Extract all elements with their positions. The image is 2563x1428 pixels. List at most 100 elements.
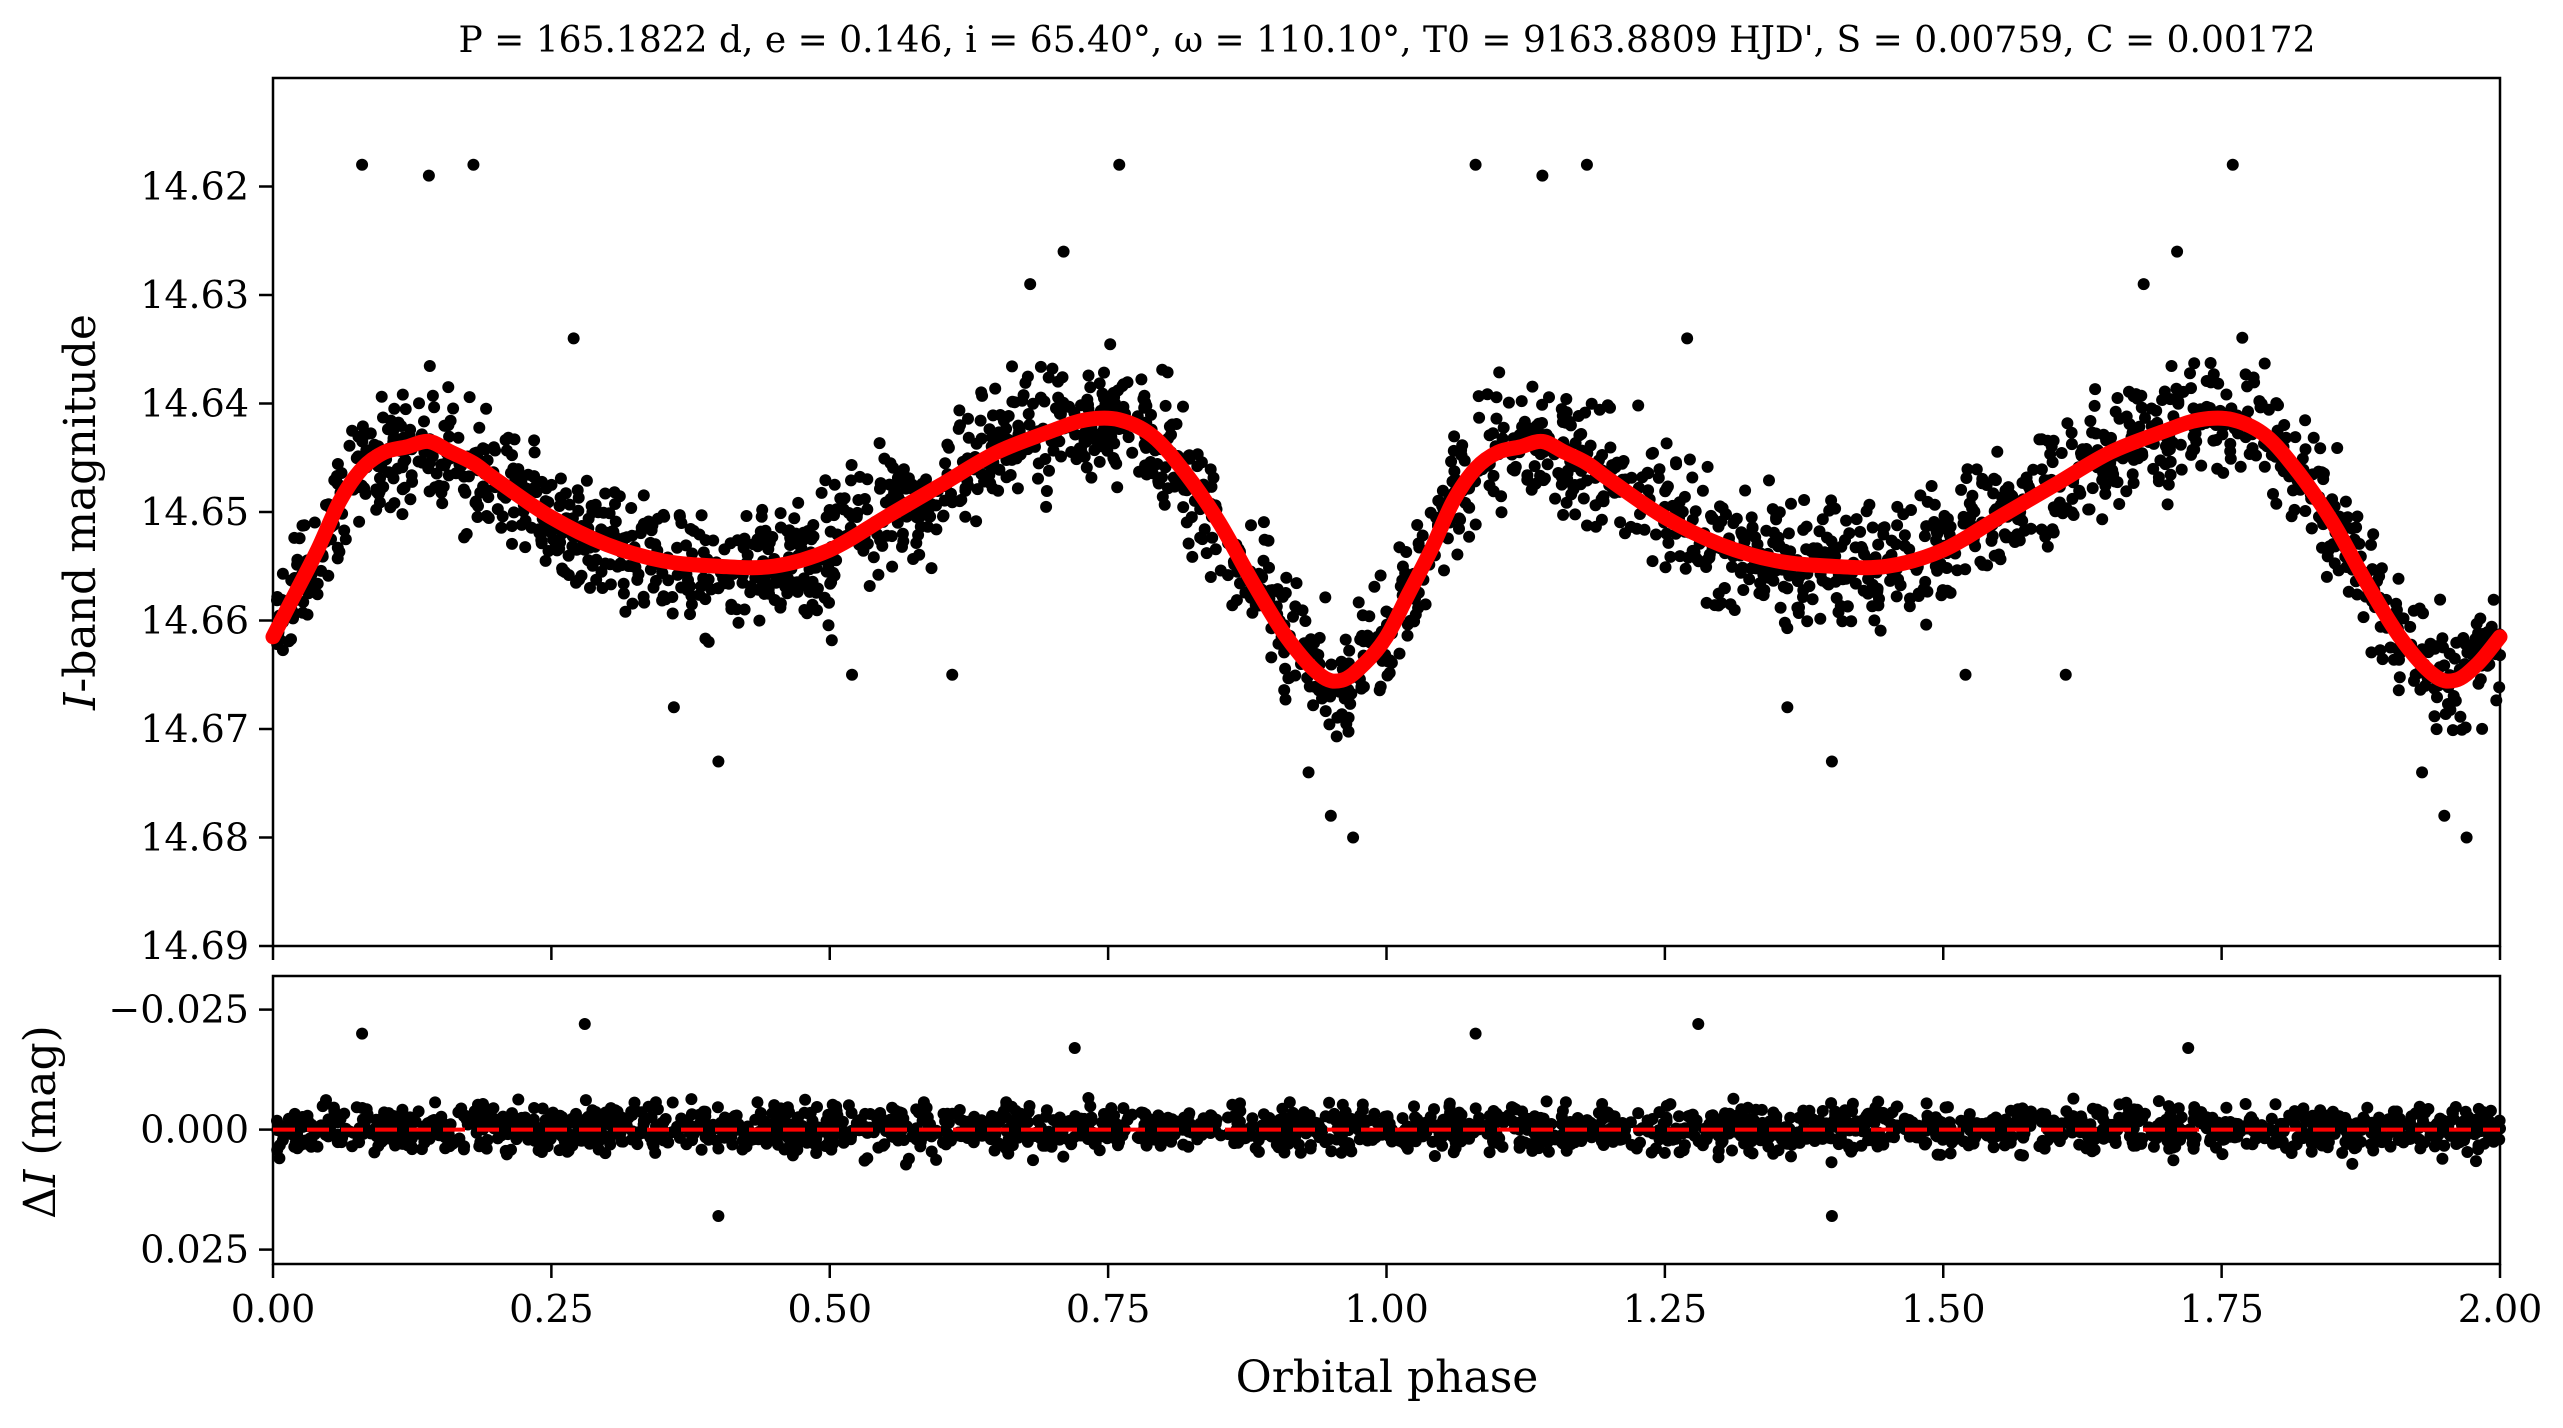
light-curve-point [1561, 473, 1574, 486]
light-curve-point [784, 539, 797, 551]
light-curve-point [614, 557, 627, 570]
residual-point [1515, 1135, 1527, 1148]
light-curve-point [1959, 563, 1972, 576]
light-curve-point [1296, 604, 1309, 617]
light-curve-point [2084, 415, 2097, 427]
residual-point [2430, 1132, 2443, 1145]
light-curve-point [359, 487, 372, 500]
residual-point [885, 1129, 898, 1142]
light-curve-point [2299, 505, 2312, 517]
residual-point [2287, 1114, 2299, 1127]
residual-point [1191, 1133, 1204, 1146]
light-curve-point [662, 574, 675, 587]
light-curve-point [1718, 582, 1731, 595]
light-curve-point [1596, 449, 1609, 461]
light-curve-point [823, 596, 835, 609]
residual-point [2084, 1118, 2097, 1131]
residual-point [705, 1125, 718, 1138]
light-curve-point [392, 416, 405, 429]
light-curve-point [331, 552, 344, 565]
light-curve-point [271, 594, 283, 607]
light-curve-point [2278, 419, 2291, 431]
light-curve-point [620, 531, 633, 544]
residual-point [392, 1137, 405, 1150]
residual-point [2448, 1130, 2461, 1143]
bottom-y-axis-label-rest: (mag) [15, 1025, 66, 1169]
light-curve-point [2100, 434, 2113, 447]
light-curve-point [2188, 357, 2201, 370]
light-curve-point [1898, 529, 1911, 542]
light-curve-point [629, 561, 642, 574]
residual-point [611, 1105, 624, 1118]
residual-point [1664, 1098, 1677, 1111]
light-curve-point [737, 541, 750, 554]
light-curve-point [2099, 479, 2112, 492]
light-curve-point [1564, 419, 1577, 432]
residual-point [515, 1111, 528, 1124]
light-curve-point [1638, 523, 1651, 536]
light-curve-point [1783, 569, 1796, 582]
light-curve-point [2131, 392, 2144, 405]
light-curve-point [666, 607, 679, 620]
light-curve-point [1970, 463, 1983, 476]
light-curve-point [2289, 431, 2302, 444]
light-curve-point [293, 532, 306, 545]
residual-point [1597, 1139, 1610, 1151]
light-curve-point [1042, 371, 1055, 384]
residual-point [1088, 1137, 1101, 1150]
light-curve-point [1800, 520, 1813, 533]
light-curve-point [1038, 395, 1051, 408]
light-curve-outlier-point [667, 701, 680, 714]
light-curve-point [887, 461, 900, 474]
light-curve-point [1088, 444, 1101, 457]
light-curve-point [506, 449, 518, 462]
bottom-y-axis-label-delta: Δ [15, 1187, 66, 1219]
residual-point [1402, 1130, 1415, 1143]
residual-point [1800, 1132, 1813, 1145]
light-curve-point [975, 386, 988, 399]
residual-point [1706, 1111, 1719, 1124]
residual-point [1645, 1146, 1658, 1159]
light-curve-point [2314, 442, 2327, 455]
light-curve-point [1265, 651, 1278, 664]
light-curve-point [353, 515, 366, 528]
residual-point [1718, 1112, 1731, 1125]
residual-point [1166, 1113, 1179, 1126]
residual-point [1666, 1133, 1679, 1146]
residual-point [2210, 1141, 2222, 1154]
light-curve-point [1768, 526, 1780, 539]
residual-point [942, 1116, 955, 1129]
light-curve-point [1690, 552, 1703, 565]
light-curve-point [2436, 632, 2449, 645]
light-curve-point [1797, 584, 1810, 597]
light-curve-point [725, 598, 738, 611]
light-curve-point [1413, 541, 1426, 554]
light-curve-point [423, 360, 436, 372]
light-curve-point [774, 507, 787, 520]
light-curve-point [1872, 599, 1885, 612]
light-curve-point [1703, 551, 1716, 564]
residual-point [1601, 1106, 1614, 1119]
light-curve-point [412, 455, 425, 468]
x-tick-label: 1.75 [2179, 1287, 2264, 1331]
light-curve-point [2061, 417, 2074, 430]
light-curve-point [1686, 471, 1699, 484]
light-curve-point [1401, 629, 1414, 642]
residual-point [2123, 1113, 2136, 1126]
light-curve-point [925, 562, 938, 575]
light-curve-point [1411, 519, 1424, 531]
light-curve-point [791, 585, 804, 598]
residual-point [1962, 1139, 1975, 1152]
residual-point [1323, 1096, 1336, 1109]
light-curve-point [396, 508, 409, 521]
residual-point [2321, 1141, 2334, 1154]
light-curve-point [515, 518, 528, 531]
light-curve-point [1069, 428, 1082, 441]
light-curve-point [2217, 466, 2230, 479]
top-y-tick-label: 14.69 [140, 924, 249, 968]
residual-point [645, 1111, 658, 1124]
light-curve-point [573, 573, 586, 586]
light-curve-point [1914, 489, 1927, 502]
residual-point [792, 1111, 805, 1124]
light-curve-point [1925, 480, 1938, 492]
